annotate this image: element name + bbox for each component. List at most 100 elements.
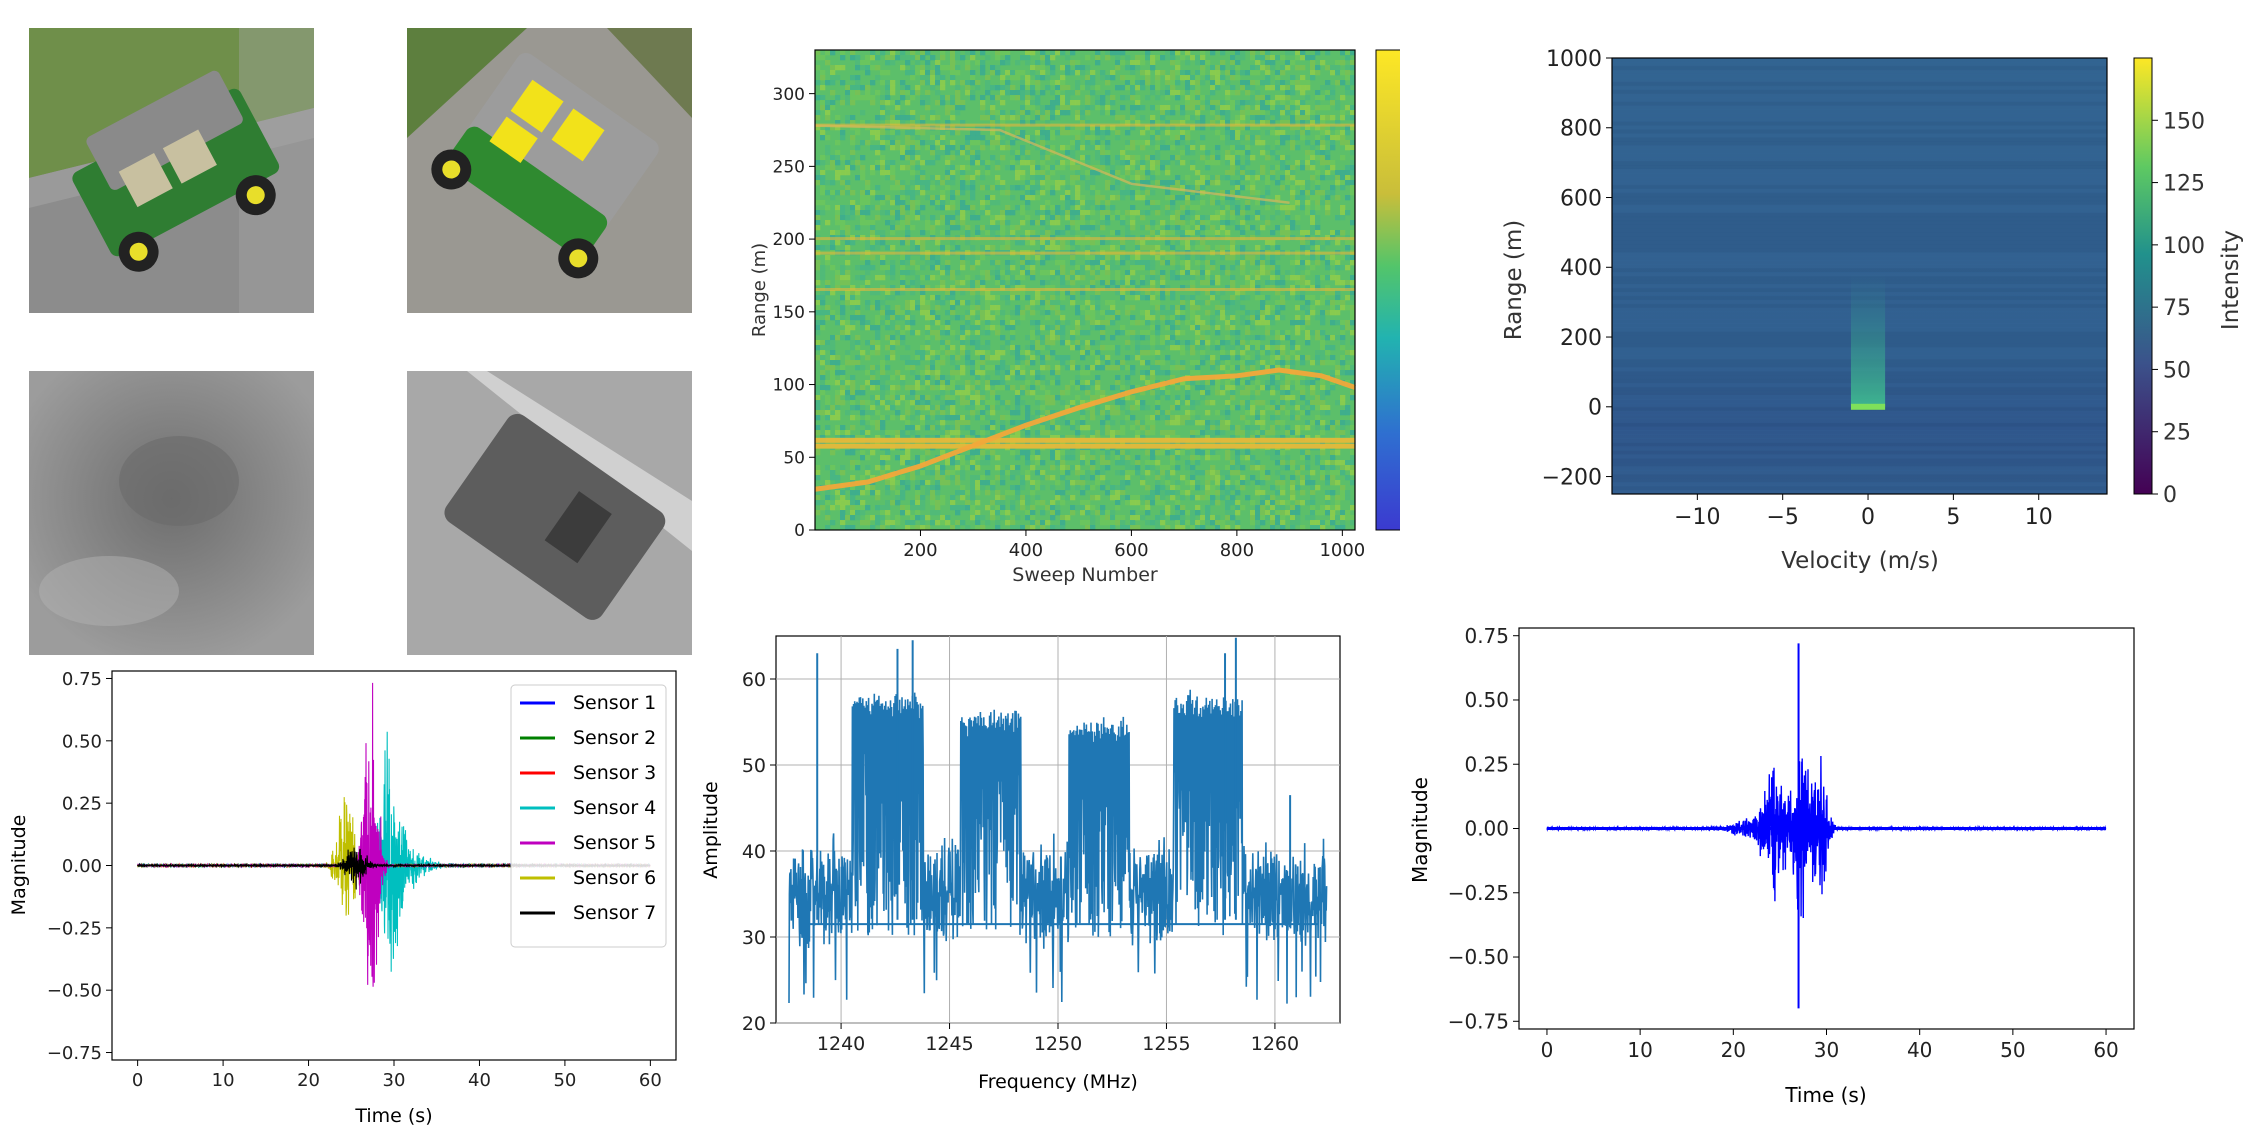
sweep-noise-cell (1100, 395, 1106, 401)
sweep-noise-cell (1040, 170, 1046, 176)
sweep-noise-cell (875, 185, 881, 191)
sweep-noise-cell (1225, 335, 1231, 341)
sweep-noise-cell (970, 95, 976, 101)
sweep-noise-cell (1195, 60, 1201, 66)
sweep-noise-cell (1030, 80, 1036, 86)
sweep-noise-cell (970, 490, 976, 496)
sweep-noise-cell (1245, 345, 1251, 351)
sweep-noise-cell (1095, 300, 1101, 306)
sweep-noise-cell (855, 515, 861, 521)
sweep-noise-cell (980, 135, 986, 141)
sweep-noise-cell (1285, 85, 1291, 91)
sweep-noise-cell (1145, 75, 1151, 81)
sweep-noise-cell (960, 300, 966, 306)
sweep-noise-cell (935, 305, 941, 311)
sweep-noise-cell (900, 290, 906, 296)
sweep-noise-cell (1175, 50, 1181, 56)
sweep-noise-cell (905, 185, 911, 191)
sweep-noise-cell (1240, 170, 1246, 176)
sweep-noise-cell (1055, 480, 1061, 486)
sweep-noise-cell (1090, 90, 1096, 96)
sweep-noise-cell (1185, 390, 1191, 396)
sweep-noise-cell (1150, 390, 1156, 396)
sweep-noise-cell (990, 195, 996, 201)
sweep-noise-cell (910, 90, 916, 96)
sweep-noise-cell (1095, 95, 1101, 101)
sweep-noise-cell (1270, 255, 1276, 261)
sweep-noise-cell (930, 70, 936, 76)
sweep-noise-cell (1085, 185, 1091, 191)
sweep-noise-cell (1225, 255, 1231, 261)
sweep-noise-cell (1255, 520, 1261, 526)
sweep-noise-cell (1015, 350, 1021, 356)
sweep-noise-cell (845, 260, 851, 266)
sweep-noise-cell (875, 365, 881, 371)
sweep-noise-cell (890, 260, 896, 266)
sweep-noise-cell (1135, 285, 1141, 291)
sweep-noise-cell (1030, 455, 1036, 461)
sweep-noise-cell (825, 400, 831, 406)
sweep-noise-cell (965, 65, 971, 71)
sweep-noise-cell (1065, 435, 1071, 441)
sweep-noise-cell (1265, 450, 1271, 456)
sweep-noise-cell (1160, 165, 1166, 171)
sweep-noise-cell (850, 495, 856, 501)
sweep-noise-cell (1195, 225, 1201, 231)
sweep-noise-cell (1085, 230, 1091, 236)
sweep-noise-cell (900, 455, 906, 461)
sweep-noise-cell (1070, 165, 1076, 171)
sweep-noise-cell (885, 160, 891, 166)
sweep-noise-cell (885, 320, 891, 326)
sweep-noise-cell (1260, 410, 1266, 416)
sweep-noise-cell (875, 305, 881, 311)
sweep-noise-cell (935, 195, 941, 201)
sweep-noise-cell (1250, 110, 1256, 116)
sweep-noise-cell (1020, 105, 1026, 111)
sweep-noise-cell (1155, 485, 1161, 491)
sweep-noise-cell (1205, 425, 1211, 431)
sweep-noise-cell (1235, 55, 1241, 61)
sweep-noise-cell (1130, 190, 1136, 196)
sweep-noise-cell (1045, 430, 1051, 436)
sweep-noise-cell (1145, 335, 1151, 341)
sweep-noise-cell (1205, 450, 1211, 456)
sweep-noise-cell (855, 160, 861, 166)
sweep-noise-cell (970, 430, 976, 436)
sweep-noise-cell (965, 350, 971, 356)
sweep-noise-cell (915, 495, 921, 501)
sweep-noise-cell (900, 510, 906, 516)
sweep-noise-cell (890, 270, 896, 276)
sweep-noise-cell (1115, 50, 1121, 56)
sweep-noise-cell (1285, 180, 1291, 186)
sweep-noise-cell (870, 65, 876, 71)
sweep-noise-cell (895, 310, 901, 316)
sweep-noise-cell (945, 145, 951, 151)
sweep-noise-cell (1285, 165, 1291, 171)
sweep-noise-cell (945, 215, 951, 221)
sweep-noise-cell (1065, 210, 1071, 216)
sweep-noise-cell (845, 330, 851, 336)
sweep-noise-cell (855, 290, 861, 296)
sweep-noise-cell (925, 415, 931, 421)
sweep-noise-cell (930, 185, 936, 191)
sweep-noise-cell (1195, 300, 1201, 306)
sweep-noise-cell (1245, 135, 1251, 141)
sweep-noise-cell (1090, 525, 1096, 531)
sweep-noise-cell (995, 500, 1001, 506)
sweep-noise-cell (970, 80, 976, 86)
sweep-noise-cell (940, 85, 946, 91)
sweep-noise-cell (1275, 500, 1281, 506)
sweep-noise-cell (1205, 300, 1211, 306)
sweep-noise-cell (1050, 325, 1056, 331)
sweep-noise-cell (1075, 220, 1081, 226)
sweep-noise-cell (895, 305, 901, 311)
sweep-noise-cell (1140, 345, 1146, 351)
sweep-noise-cell (1140, 115, 1146, 121)
sweep-noise-cell (915, 460, 921, 466)
sweep-noise-cell (1280, 385, 1286, 391)
sweep-noise-cell (945, 65, 951, 71)
sweep-noise-cell (855, 340, 861, 346)
sweep-noise-cell (1040, 310, 1046, 316)
sweep-noise-cell (1200, 345, 1206, 351)
sweep-noise-cell (1015, 285, 1021, 291)
